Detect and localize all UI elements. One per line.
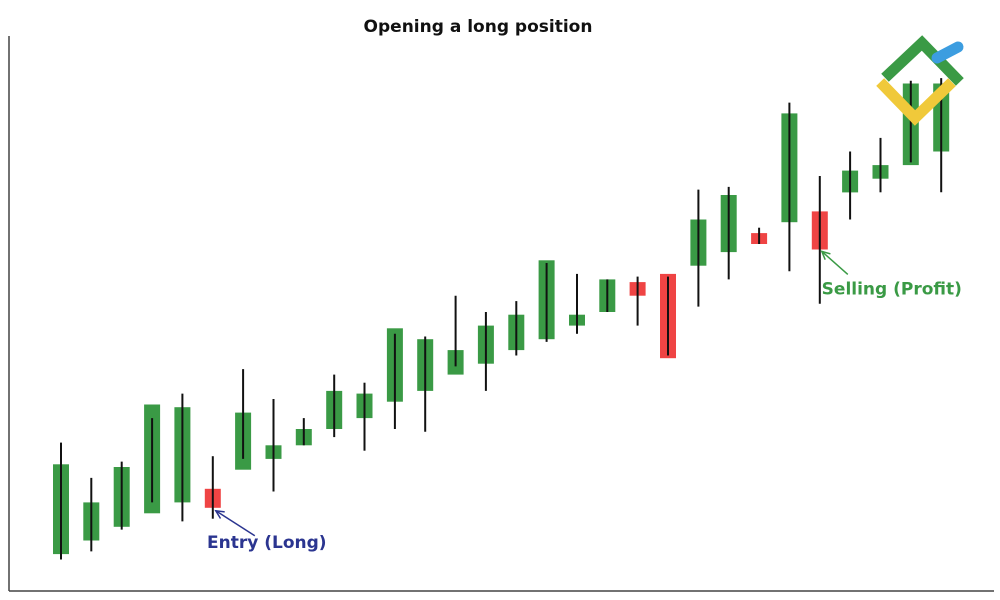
candle <box>265 399 282 492</box>
annotation-arrow <box>821 250 849 275</box>
candle <box>447 295 464 375</box>
annotation-label: Entry (Long) <box>207 533 327 553</box>
selling-annotation: Selling (Profit) <box>820 250 962 299</box>
chart-title: Opening a long position <box>364 17 593 37</box>
candle <box>326 374 343 438</box>
candle <box>781 102 798 272</box>
candles-layer <box>53 78 950 560</box>
annotation-label: Selling (Profit) <box>822 279 962 299</box>
candle <box>295 418 312 446</box>
candle <box>235 369 252 470</box>
annotation-arrowhead <box>820 250 831 260</box>
candle <box>811 176 828 304</box>
candle <box>83 477 100 552</box>
logo-icon <box>876 35 964 126</box>
candle <box>751 227 768 244</box>
candle <box>660 273 676 359</box>
annotations-layer: Entry (Long) Selling (Profit) <box>207 250 962 553</box>
annotation-arrow <box>215 510 256 537</box>
candle <box>477 312 494 391</box>
candle <box>144 404 161 514</box>
candle <box>417 336 434 432</box>
candle <box>720 186 737 280</box>
candle <box>174 393 191 522</box>
candle <box>538 260 555 342</box>
entry-annotation: Entry (Long) <box>207 509 327 553</box>
candle <box>508 301 525 356</box>
candle <box>629 276 646 326</box>
candle <box>599 279 616 312</box>
candle <box>842 151 859 220</box>
candle <box>356 382 373 451</box>
candle <box>569 273 585 334</box>
candle <box>872 137 889 193</box>
candle <box>204 456 221 519</box>
candle <box>690 189 707 307</box>
candle <box>113 461 130 530</box>
candle <box>53 442 69 560</box>
candle <box>386 328 403 429</box>
annotation-arrowhead <box>214 509 225 519</box>
